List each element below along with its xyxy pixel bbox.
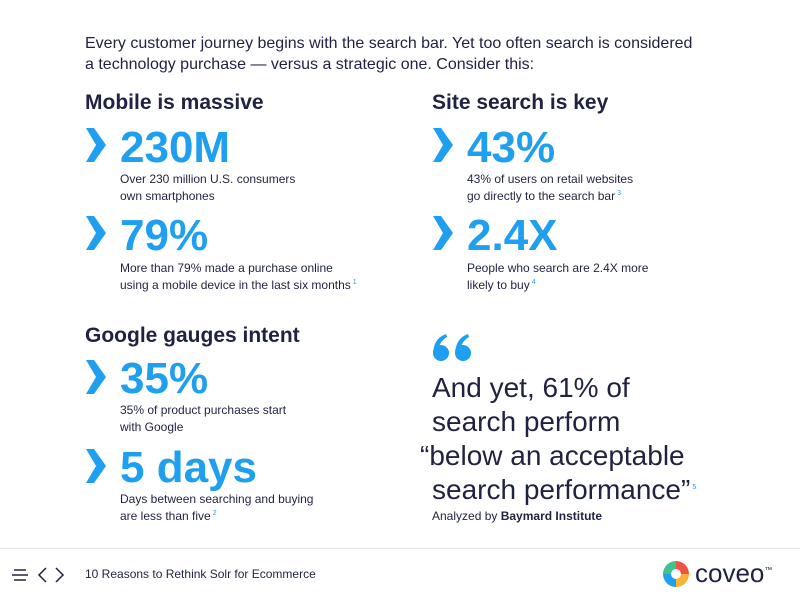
prev[interactable]: [37, 567, 47, 583]
stat-description: own smartphones: [120, 189, 215, 203]
section-heading: Mobile is massive: [85, 91, 264, 114]
chevron: [433, 216, 453, 250]
quote-line-wrap: search performance” 5: [432, 474, 696, 506]
footnote: 4: [531, 279, 536, 286]
footnote: 5: [692, 483, 697, 491]
stat-value: 5 days: [120, 443, 257, 492]
nav-icons: [12, 567, 65, 583]
stat-description: More than 79% made a purchase online: [120, 261, 333, 275]
chevron: [433, 128, 453, 162]
section-heading: Google gauges intent: [85, 324, 300, 347]
stat-description: go directly to the search bar: [467, 189, 616, 203]
quote-line: “below an acceptable: [420, 440, 685, 471]
quote-line: search perform: [432, 406, 621, 437]
stat-description: People who search are 2.4X more: [467, 261, 649, 275]
quote-mark-icon: [433, 334, 471, 361]
footer-title: 10 Reasons to Rethink Solr for Ecommerce: [85, 567, 316, 581]
stat-description: using a mobile device in the last six mo…: [120, 278, 351, 292]
stat-description: Days between searching and buying: [120, 492, 314, 506]
attribution: Analyzed by Baymard Institute: [432, 509, 602, 523]
logo-icon: [663, 561, 689, 587]
chevron: [86, 128, 106, 162]
logo-text: coveo: [695, 558, 765, 588]
footnote: 1: [352, 279, 357, 286]
stat-value: 35%: [120, 354, 209, 403]
stat-description-line: are less than five 2: [120, 509, 217, 523]
chevron: [86, 216, 106, 250]
footnote: 2: [212, 510, 217, 517]
chevron: [86, 449, 106, 483]
footnote: 3: [617, 190, 621, 197]
trademark: ™: [764, 565, 773, 575]
stat-description: are less than five: [120, 509, 211, 523]
stat-value: 79%: [120, 211, 209, 260]
stat-description-line: using a mobile device in the last six mo…: [120, 278, 357, 292]
logo-wrap: coveo™: [695, 558, 772, 589]
next[interactable]: [55, 567, 65, 583]
stat-value: 230M: [120, 123, 231, 172]
stat-description: Over 230 million U.S. consumers: [120, 172, 296, 186]
quote-line: search performance”: [432, 474, 691, 505]
intro-line: Every customer journey begins with the s…: [85, 35, 693, 52]
stat-description: with Google: [120, 420, 184, 434]
attribution-prefix: Analyzed by: [432, 509, 498, 523]
stat-description-line: likely to buy 4: [467, 278, 536, 292]
chevron: [86, 360, 106, 394]
stat-description: 43% of users on retail websites: [467, 172, 634, 186]
attribution-source: Baymard Institute: [500, 509, 603, 523]
stat-value: 43%: [467, 123, 556, 172]
section-heading: Site search is key: [432, 91, 609, 114]
stat-value: 2.4X: [467, 211, 558, 260]
intro-line: a technology purchase — versus a strateg…: [85, 56, 535, 73]
stat-description: 35% of product purchases start: [120, 403, 287, 417]
stat-description-line: go directly to the search bar 3: [467, 189, 621, 203]
footer: 10 Reasons to Rethink Solr for Ecommerce…: [0, 548, 800, 599]
quote-line: And yet, 61% of: [432, 372, 630, 403]
stat-description: likely to buy: [467, 278, 530, 292]
